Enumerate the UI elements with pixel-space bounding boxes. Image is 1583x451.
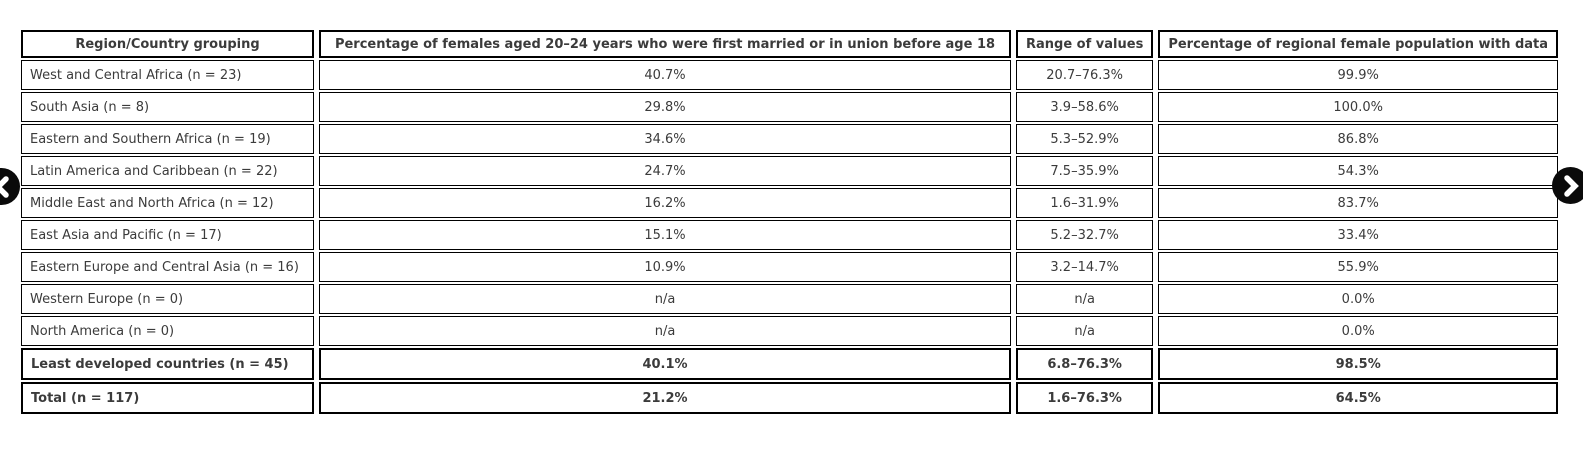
- cell-population: 0.0%: [1158, 316, 1559, 346]
- cell-region: Eastern Europe and Central Asia (n = 16): [21, 252, 314, 282]
- column-header-region-grouping: Region/Country grouping: [21, 30, 314, 58]
- header-row: Region/Country grouping Percentage of fe…: [21, 30, 1559, 58]
- data-table: Region/Country grouping Percentage of fe…: [16, 28, 1563, 416]
- cell-percentage: 16.2%: [319, 188, 1011, 218]
- cell-range: 3.2–14.7%: [1016, 252, 1154, 282]
- cell-percentage: 29.8%: [319, 92, 1011, 122]
- cell-percentage: n/a: [319, 284, 1011, 314]
- cell-region: Eastern and Southern Africa (n = 19): [21, 124, 314, 154]
- table-row: Middle East and North Africa (n = 12) 16…: [21, 188, 1559, 218]
- table-row: Eastern Europe and Central Asia (n = 16)…: [21, 252, 1559, 282]
- cell-range: 20.7–76.3%: [1016, 60, 1154, 90]
- cell-population: 55.9%: [1158, 252, 1559, 282]
- cell-range: 5.2–32.7%: [1016, 220, 1154, 250]
- chevron-left-icon: [0, 175, 11, 198]
- cell-population: 33.4%: [1158, 220, 1559, 250]
- cell-region: Least developed countries (n = 45): [21, 348, 314, 380]
- cell-region: West and Central Africa (n = 23): [21, 60, 314, 90]
- cell-population: 54.3%: [1158, 156, 1559, 186]
- cell-region: Total (n = 117): [21, 382, 314, 414]
- chevron-right-icon: [1562, 174, 1580, 197]
- column-header-married-before-18: Percentage of females aged 20–24 years w…: [319, 30, 1011, 58]
- cell-percentage: 21.2%: [319, 382, 1011, 414]
- cell-range: 6.8–76.3%: [1016, 348, 1154, 380]
- cell-percentage: 40.1%: [319, 348, 1011, 380]
- carousel-next-button[interactable]: [1552, 167, 1583, 204]
- cell-range: n/a: [1016, 316, 1154, 346]
- cell-region: North America (n = 0): [21, 316, 314, 346]
- cell-population: 83.7%: [1158, 188, 1559, 218]
- cell-population: 0.0%: [1158, 284, 1559, 314]
- cell-region: Western Europe (n = 0): [21, 284, 314, 314]
- cell-population: 98.5%: [1158, 348, 1559, 380]
- cell-region: Latin America and Caribbean (n = 22): [21, 156, 314, 186]
- cell-range: n/a: [1016, 284, 1154, 314]
- cell-region: East Asia and Pacific (n = 17): [21, 220, 314, 250]
- column-header-range-of-values: Range of values: [1016, 30, 1154, 58]
- cell-range: 1.6–76.3%: [1016, 382, 1154, 414]
- cell-percentage: 24.7%: [319, 156, 1011, 186]
- cell-percentage: n/a: [319, 316, 1011, 346]
- table-row-summary-ldc: Least developed countries (n = 45) 40.1%…: [21, 348, 1559, 380]
- cell-percentage: 34.6%: [319, 124, 1011, 154]
- cell-population: 64.5%: [1158, 382, 1559, 414]
- table-row: Western Europe (n = 0) n/a n/a 0.0%: [21, 284, 1559, 314]
- cell-percentage: 10.9%: [319, 252, 1011, 282]
- cell-range: 3.9–58.6%: [1016, 92, 1154, 122]
- cell-range: 7.5–35.9%: [1016, 156, 1154, 186]
- table-row: West and Central Africa (n = 23) 40.7% 2…: [21, 60, 1559, 90]
- table-row: South Asia (n = 8) 29.8% 3.9–58.6% 100.0…: [21, 92, 1559, 122]
- cell-range: 5.3–52.9%: [1016, 124, 1154, 154]
- cell-range: 1.6–31.9%: [1016, 188, 1154, 218]
- carousel-prev-button[interactable]: [0, 168, 20, 205]
- cell-percentage: 15.1%: [319, 220, 1011, 250]
- cell-region: Middle East and North Africa (n = 12): [21, 188, 314, 218]
- cell-population: 99.9%: [1158, 60, 1559, 90]
- cell-population: 100.0%: [1158, 92, 1559, 122]
- cell-region: South Asia (n = 8): [21, 92, 314, 122]
- cell-population: 86.8%: [1158, 124, 1559, 154]
- table-row: East Asia and Pacific (n = 17) 15.1% 5.2…: [21, 220, 1559, 250]
- table-row: Latin America and Caribbean (n = 22) 24.…: [21, 156, 1559, 186]
- table-row: Eastern and Southern Africa (n = 19) 34.…: [21, 124, 1559, 154]
- table-row-total: Total (n = 117) 21.2% 1.6–76.3% 64.5%: [21, 382, 1559, 414]
- cell-percentage: 40.7%: [319, 60, 1011, 90]
- column-header-population-with-data: Percentage of regional female population…: [1158, 30, 1559, 58]
- table-row: North America (n = 0) n/a n/a 0.0%: [21, 316, 1559, 346]
